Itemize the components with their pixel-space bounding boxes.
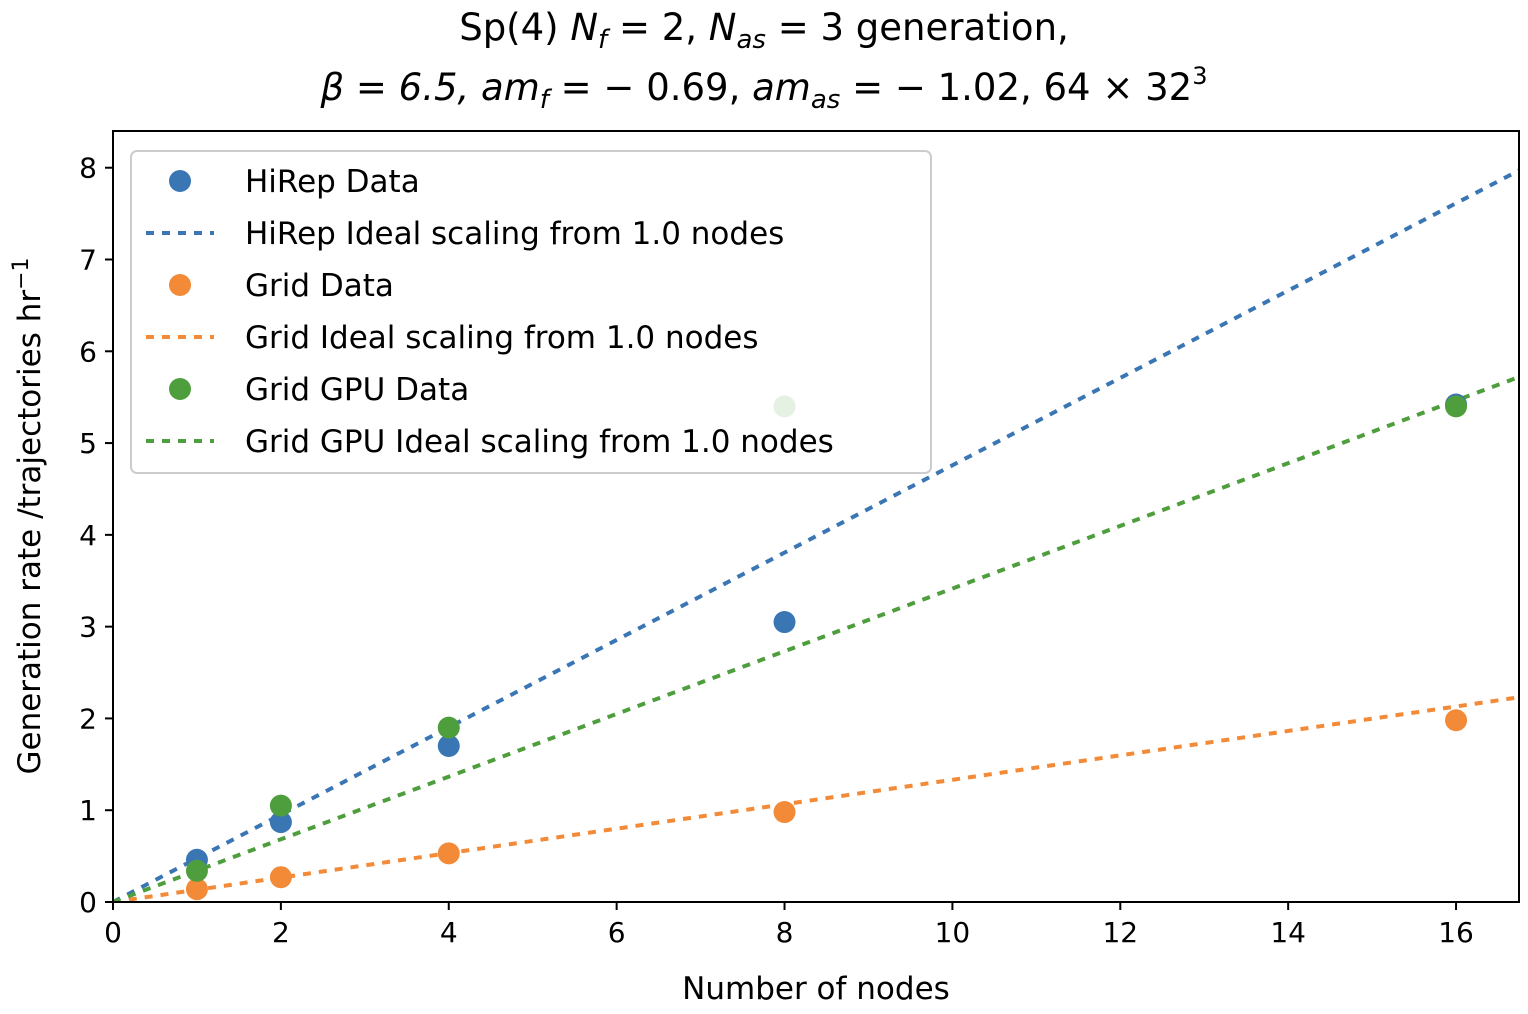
grid-data-legend-label: Grid Data bbox=[245, 268, 394, 304]
grid-ideal-line bbox=[113, 695, 1519, 902]
y-tick-label: 6 bbox=[79, 335, 97, 368]
hirep-ideal-legend-label: HiRep Ideal scaling from 1.0 nodes bbox=[245, 216, 784, 252]
y-tick-label: 1 bbox=[79, 794, 97, 827]
gridgpu-data-point bbox=[269, 794, 292, 817]
gridgpu-data-legend-marker bbox=[169, 378, 191, 400]
grid-data-legend-marker bbox=[169, 274, 191, 296]
y-tick-label: 5 bbox=[79, 427, 97, 460]
x-tick-label: 0 bbox=[104, 916, 122, 949]
hirep-data-point bbox=[773, 611, 796, 634]
legend: HiRep Data HiRep Ideal scaling from 1.0 n… bbox=[130, 150, 932, 474]
gridgpu-data-point bbox=[1445, 395, 1468, 418]
grid-ideal-legend-label: Grid Ideal scaling from 1.0 nodes bbox=[245, 320, 759, 356]
grid-data-point bbox=[437, 842, 460, 865]
y-tick-label: 7 bbox=[79, 244, 97, 277]
grid-data-point bbox=[1445, 709, 1468, 732]
y-tick-label: 8 bbox=[79, 152, 97, 185]
y-tick-label: 4 bbox=[79, 519, 97, 552]
grid-data-point bbox=[773, 801, 796, 824]
plot-frame bbox=[112, 130, 1520, 903]
x-axis-label: Number of nodes bbox=[682, 971, 950, 1007]
hirep-data-point bbox=[437, 734, 460, 757]
x-tick-label: 10 bbox=[935, 916, 971, 949]
gridgpu-data-point bbox=[437, 716, 460, 739]
x-tick-label: 6 bbox=[608, 916, 626, 949]
legend-box bbox=[130, 150, 932, 474]
y-tick-label: 2 bbox=[79, 702, 97, 735]
chart-title-line-1: Sp(4) Nf = 2, Nas = 3 generation, bbox=[459, 6, 1069, 55]
y-tick-label: 0 bbox=[79, 886, 97, 919]
gridgpu-ideal-line bbox=[113, 375, 1519, 902]
hirep-data-point bbox=[269, 811, 292, 834]
gridgpu-data-legend-label: Grid GPU Data bbox=[245, 372, 469, 408]
x-tick-label: 4 bbox=[440, 916, 458, 949]
x-tick-label: 12 bbox=[1102, 916, 1138, 949]
x-tick-label: 16 bbox=[1438, 916, 1474, 949]
y-axis-label: Generation rate /trajectories hr−1 bbox=[9, 257, 48, 774]
grid-data-point bbox=[185, 878, 208, 901]
chart-title-line-2: β = 6.5, amf = − 0.69, amas = − 1.02, 64… bbox=[320, 62, 1208, 115]
x-tick-label: 8 bbox=[776, 916, 794, 949]
x-tick-label: 14 bbox=[1270, 916, 1306, 949]
grid-data-point bbox=[269, 866, 292, 889]
x-tick-label: 2 bbox=[272, 916, 290, 949]
gridgpu-data-point bbox=[185, 859, 208, 882]
hirep-data-legend-label: HiRep Data bbox=[245, 164, 420, 200]
y-tick-label: 3 bbox=[79, 611, 97, 644]
hirep-data-legend-marker bbox=[169, 170, 191, 192]
gridgpu-ideal-legend-label: Grid GPU Ideal scaling from 1.0 nodes bbox=[245, 424, 834, 460]
